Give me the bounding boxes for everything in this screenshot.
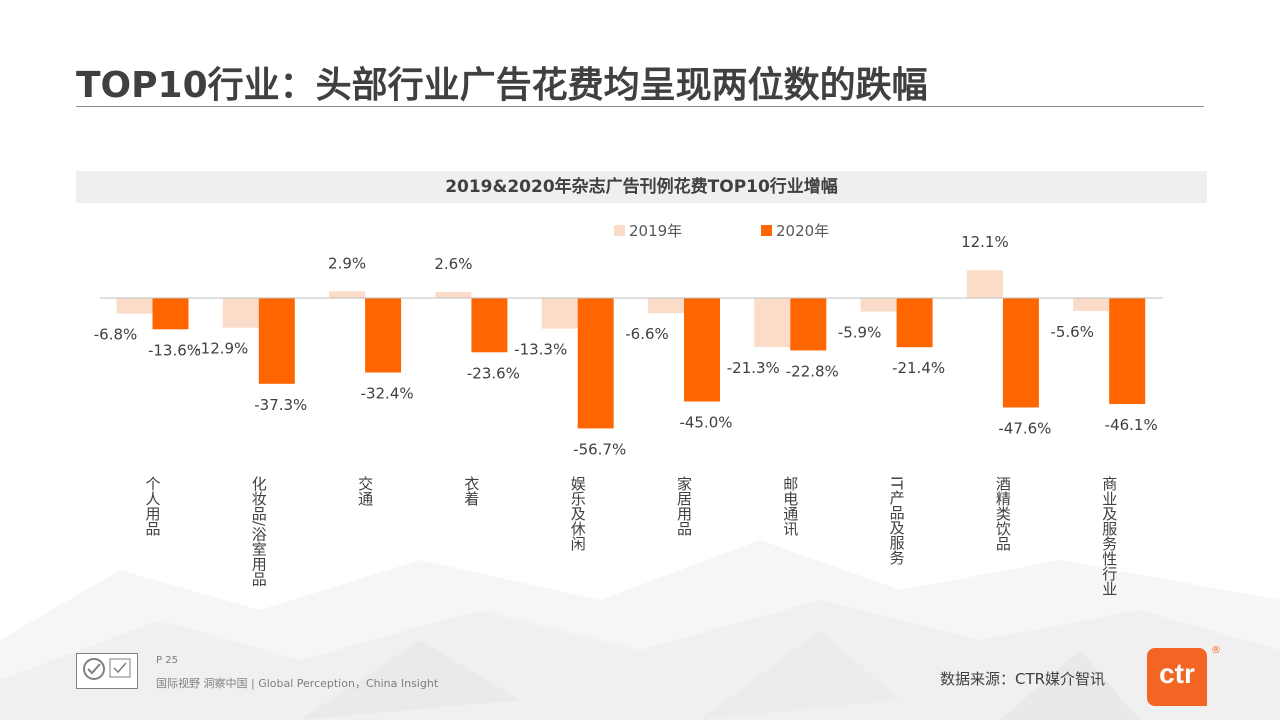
bar-2019 xyxy=(222,298,259,328)
bar-2020 xyxy=(471,298,508,353)
bar-2019 xyxy=(541,298,578,329)
category-label: 个人用品 xyxy=(144,476,162,536)
category-label: 邮电通讯 xyxy=(781,476,799,537)
bar-2019 xyxy=(435,292,472,298)
data-label-2020: -47.6% xyxy=(998,419,1051,437)
data-label-2019: 12.1% xyxy=(961,233,1009,251)
bar-2019 xyxy=(116,298,153,314)
data-label-2020: -45.0% xyxy=(679,414,732,432)
bar-2019 xyxy=(966,270,1003,298)
category-label: 娱乐及休闲 xyxy=(569,476,587,552)
registered-mark: ® xyxy=(1211,645,1221,656)
data-label-2020: -22.8% xyxy=(786,362,839,380)
data-label-2020: -23.6% xyxy=(467,364,520,382)
bar-2020 xyxy=(365,298,402,373)
data-label-2019: -5.6% xyxy=(1050,323,1094,341)
chart-title: 2019&2020年杂志广告刊例花费TOP10行业增幅 xyxy=(445,177,838,197)
category-label: 商业及服务性行业 xyxy=(1100,476,1118,596)
bar-2020 xyxy=(577,298,614,429)
ctr-logo: ctr xyxy=(1147,648,1207,706)
data-label-2019: -21.3% xyxy=(727,359,780,377)
data-label-2019: -6.8% xyxy=(94,326,138,344)
bar-2019 xyxy=(1073,298,1110,311)
data-label-2020: -37.3% xyxy=(254,396,307,414)
legend-item-2019: 2019年 xyxy=(614,220,682,240)
category-label: 酒精类饮品 xyxy=(994,476,1012,551)
title-divider xyxy=(76,106,1204,107)
legend-item-2020: 2020年 xyxy=(761,220,829,240)
legend-swatch-2019 xyxy=(614,224,625,236)
page-title: TOP10行业：头部行业广告花费均呈现两位数的跌幅 xyxy=(76,65,928,106)
data-label-2019: 2.9% xyxy=(328,254,366,272)
data-label-2020: -56.7% xyxy=(573,440,626,458)
data-label-2019: 2.6% xyxy=(434,255,472,273)
footer-slogan: 国际视野 洞察中国 | Global Perception，China Insi… xyxy=(156,677,439,690)
data-label-2020: -32.4% xyxy=(361,385,414,403)
bar-2019 xyxy=(754,298,791,347)
bar-2019 xyxy=(860,298,897,312)
bar-2020 xyxy=(152,298,189,330)
bar-2020 xyxy=(1109,298,1146,405)
bar-2020 xyxy=(684,298,720,402)
category-label: 化妆品/浴室用品 xyxy=(250,476,268,586)
data-label-2019: -13.3% xyxy=(514,341,567,359)
bar-2020 xyxy=(258,298,295,384)
category-label: 衣着 xyxy=(462,476,480,506)
data-label-2020: -21.4% xyxy=(892,359,945,377)
data-label-2019: -6.6% xyxy=(625,325,669,343)
data-label-2020: -13.6% xyxy=(148,341,201,359)
data-label-2019: -12.9% xyxy=(195,340,248,358)
bar-2019 xyxy=(648,298,684,314)
category-label: 交通 xyxy=(356,475,374,506)
bar-2020 xyxy=(1002,298,1039,408)
bar-2020 xyxy=(790,298,827,351)
bar-2020 xyxy=(896,298,933,348)
legend-label-2019: 2019年 xyxy=(629,221,683,240)
certification-logo xyxy=(76,653,138,689)
bar-2019 xyxy=(329,291,366,298)
data-label-2020: -46.1% xyxy=(1105,416,1158,434)
category-label: 家居用品 xyxy=(675,476,693,536)
page-number: P 25 xyxy=(156,655,178,666)
category-label: IT产品及服务 xyxy=(888,476,906,566)
data-label-2019: -5.9% xyxy=(838,324,882,342)
legend-label-2020: 2020年 xyxy=(776,221,830,240)
data-source: 数据来源：CTR媒介智讯 xyxy=(940,670,1106,688)
legend-swatch-2020 xyxy=(761,224,772,236)
chart-title-banner: 2019&2020年杂志广告刊例花费TOP10行业增幅 xyxy=(76,171,1207,203)
ctr-logo-text: ctr xyxy=(1159,658,1195,689)
